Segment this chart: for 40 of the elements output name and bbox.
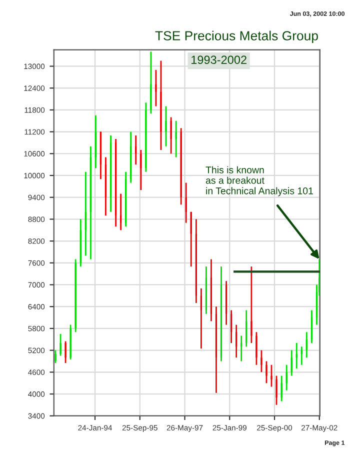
candlestick [190, 211, 192, 268]
candlestick [120, 192, 122, 231]
candlestick [155, 69, 157, 107]
candlestick [306, 331, 308, 358]
candlestick [286, 364, 288, 392]
candlestick [290, 350, 292, 376]
candlestick [185, 182, 187, 224]
candlestick [310, 310, 313, 344]
candlestick [236, 324, 238, 358]
candlestick [260, 350, 262, 373]
candlestick [54, 350, 56, 364]
candlestick [94, 114, 96, 169]
candlestick [150, 50, 152, 114]
candlestick [266, 360, 268, 384]
candlestick [84, 171, 86, 256]
chart-title: TSE Precious Metals Group [155, 30, 318, 44]
candlestick [256, 331, 258, 366]
candlestick [230, 310, 232, 344]
candlestick [170, 116, 172, 154]
candlestick [160, 60, 162, 151]
candlestick [226, 280, 228, 326]
candlestick [276, 375, 278, 406]
candlestick [90, 146, 92, 260]
candlestick [74, 258, 76, 333]
annotation: This is known as a breakout in Technical Analysis 101 [206, 166, 313, 196]
candlestick [64, 340, 66, 364]
candlestick [270, 364, 272, 388]
candlestick [180, 127, 182, 206]
candlestick [145, 102, 147, 173]
candlestick [130, 131, 132, 184]
candlestick [250, 266, 252, 344]
chart-subtitle: 1993-2002 [191, 56, 246, 64]
candlestick [200, 288, 202, 350]
candlestick [280, 375, 282, 402]
candlestick [80, 218, 82, 268]
candlestick [165, 106, 167, 148]
candlestick [60, 333, 62, 356]
candlestick [70, 324, 72, 360]
candlestick [140, 149, 142, 191]
candlestick [246, 310, 248, 348]
